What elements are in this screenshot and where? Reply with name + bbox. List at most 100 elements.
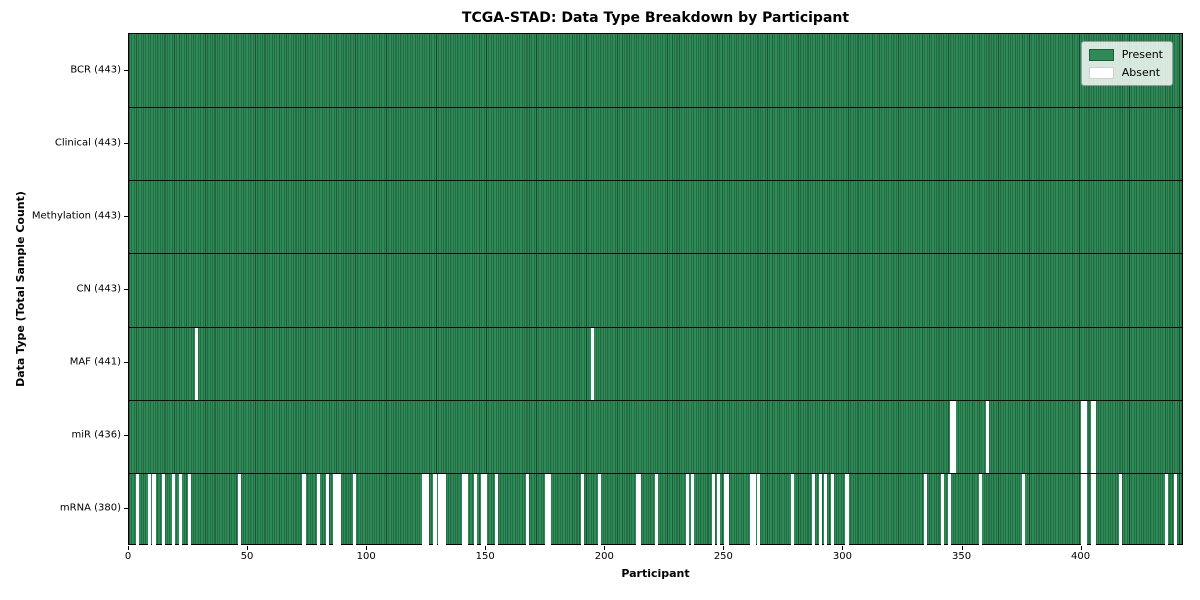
legend: Present Absent bbox=[1080, 41, 1173, 86]
absent-cell-mRNA-10 bbox=[152, 472, 156, 546]
xtick-mark bbox=[1080, 546, 1082, 550]
y-axis-label: Data Type (Total Sample Count) bbox=[14, 191, 27, 387]
absent-cell-mRNA-132 bbox=[443, 472, 447, 546]
absent-cell-mRNA-87 bbox=[335, 472, 339, 546]
absent-cell-mRNA-154 bbox=[495, 472, 499, 546]
absent-cell-mRNA-290 bbox=[819, 472, 823, 546]
xtick-label-250: 250 bbox=[713, 551, 733, 562]
absent-cell-mRNA-357 bbox=[978, 472, 982, 546]
absent-cell-mRNA-190 bbox=[581, 472, 585, 546]
absent-cell-mRNA-405 bbox=[1093, 472, 1097, 546]
legend-item-present: Present bbox=[1088, 48, 1163, 61]
absent-cell-mRNA-295 bbox=[831, 472, 835, 546]
ytick-label-mRNA: mRNA (380) bbox=[59, 502, 121, 514]
absent-cell-mRNA-14 bbox=[161, 472, 166, 546]
absent-cell-mRNA-130 bbox=[438, 472, 442, 546]
ytick-label-Clinical: Clinical (443) bbox=[54, 137, 121, 149]
heatmap-row-miR bbox=[129, 399, 1182, 473]
legend-swatch-present bbox=[1088, 48, 1114, 61]
legend-label-absent: Absent bbox=[1121, 66, 1161, 79]
absent-cell-mRNA-400 bbox=[1081, 472, 1085, 546]
absent-cell-mRNA-8 bbox=[147, 472, 151, 546]
absent-cell-mRNA-416 bbox=[1119, 472, 1123, 546]
absent-cell-miR-346 bbox=[952, 399, 956, 473]
ytick-mark bbox=[124, 289, 128, 290]
xtick-label-400: 400 bbox=[1071, 551, 1091, 562]
xtick-label-0: 0 bbox=[124, 551, 132, 562]
absent-cell-mRNA-148 bbox=[481, 472, 485, 546]
absent-cell-mRNA-245 bbox=[712, 472, 716, 546]
xtick-label-100: 100 bbox=[356, 551, 376, 562]
absent-cell-mRNA-375 bbox=[1021, 472, 1025, 546]
ytick-mark bbox=[124, 142, 128, 144]
xtick-mark bbox=[366, 546, 368, 550]
xtick-label-200: 200 bbox=[594, 551, 614, 562]
absent-cell-mRNA-287 bbox=[812, 472, 816, 546]
ytick-label-MAF: MAF (441) bbox=[69, 356, 121, 368]
absent-cell-mRNA-344 bbox=[947, 472, 951, 546]
xtick-mark bbox=[247, 546, 249, 550]
plot-area: Present Absent bbox=[128, 33, 1183, 546]
absent-cell-mRNA-3 bbox=[135, 472, 139, 546]
ytick-label-Methylation: Methylation (443) bbox=[31, 210, 121, 222]
row-separator bbox=[129, 253, 1182, 255]
absent-cell-mRNA-334 bbox=[924, 472, 928, 546]
heatmap-row-mRNA bbox=[129, 472, 1182, 546]
xtick-mark bbox=[723, 546, 725, 550]
absent-cell-mRNA-131 bbox=[440, 472, 444, 546]
absent-cell-mRNA-46 bbox=[238, 472, 242, 546]
row-separator bbox=[129, 472, 1182, 474]
absent-cell-mRNA-123 bbox=[421, 472, 425, 546]
absent-cell-mRNA-18 bbox=[171, 472, 175, 546]
absent-cell-miR-405 bbox=[1093, 399, 1097, 473]
xtick-label-350: 350 bbox=[951, 551, 972, 562]
absent-cell-mRNA-234 bbox=[685, 472, 689, 546]
absent-cell-mRNA-439 bbox=[1174, 472, 1178, 546]
absent-cell-mRNA-125 bbox=[426, 472, 430, 546]
ytick-mark bbox=[124, 362, 128, 364]
absent-cell-mRNA-251 bbox=[726, 472, 730, 546]
row-separator bbox=[129, 180, 1182, 182]
heatmap-row-Methylation bbox=[129, 180, 1182, 253]
xtick-mark bbox=[842, 546, 844, 550]
absent-cell-mRNA-88 bbox=[338, 472, 342, 546]
row-separator bbox=[129, 107, 1182, 109]
absent-cell-mRNA-278 bbox=[790, 472, 794, 546]
absent-cell-mRNA-176 bbox=[547, 472, 551, 546]
absent-cell-mRNA-197 bbox=[597, 472, 601, 546]
xtick-mark bbox=[128, 546, 129, 550]
absent-cell-miR-345 bbox=[950, 399, 954, 473]
ytick-mark bbox=[124, 435, 128, 437]
xtick-label-50: 50 bbox=[240, 551, 254, 562]
absent-cell-mRNA-292 bbox=[824, 472, 828, 546]
absent-cell-mRNA-140 bbox=[462, 472, 466, 546]
absent-cell-mRNA-221 bbox=[654, 472, 659, 546]
absent-cell-mRNA-73 bbox=[302, 472, 306, 546]
chart-title: TCGA-STAD: Data Type Breakdown by Partic… bbox=[461, 10, 850, 26]
legend-item-absent: Absent bbox=[1088, 66, 1163, 79]
ytick-mark bbox=[124, 69, 128, 71]
absent-cell-mRNA-301 bbox=[845, 472, 849, 546]
row-separator bbox=[129, 326, 1182, 328]
legend-swatch-absent bbox=[1088, 66, 1114, 79]
xtick-mark bbox=[961, 546, 963, 550]
legend-label-present: Present bbox=[1121, 48, 1163, 61]
absent-cell-mRNA-236 bbox=[690, 472, 694, 546]
xtick-label-300: 300 bbox=[832, 551, 852, 562]
absent-cell-miR-400 bbox=[1081, 399, 1085, 473]
heatmap-row-Clinical bbox=[129, 107, 1182, 180]
x-axis-label: Participant bbox=[621, 567, 690, 580]
heatmap-row-MAF bbox=[129, 326, 1182, 400]
absent-cell-mRNA-145 bbox=[473, 472, 478, 546]
absent-cell-mRNA-83 bbox=[326, 472, 330, 546]
absent-cell-mRNA-404 bbox=[1090, 472, 1094, 546]
absent-cell-MAF-194 bbox=[590, 326, 594, 400]
row-separator bbox=[129, 399, 1182, 401]
heatmap-row-BCR bbox=[129, 34, 1182, 107]
absent-cell-mRNA-21 bbox=[178, 472, 182, 546]
absent-cell-mRNA-86 bbox=[333, 472, 337, 546]
ytick-label-CN: CN (443) bbox=[76, 283, 121, 295]
absent-cell-mRNA-214 bbox=[638, 472, 642, 546]
absent-cell-MAF-28 bbox=[195, 326, 199, 400]
